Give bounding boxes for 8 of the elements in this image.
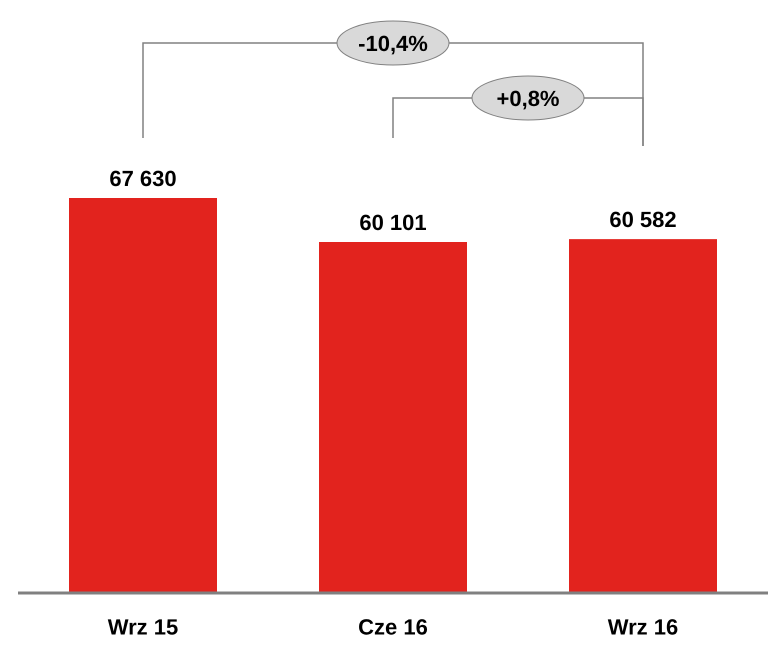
x-tick-label: Wrz 16: [608, 614, 678, 640]
data-label: 60 101: [359, 210, 427, 235]
x-tick-label: Cze 16: [358, 614, 428, 640]
data-label: 60 582: [609, 207, 677, 232]
data-label: 67 630: [109, 166, 177, 191]
text: +0,8%: [496, 86, 560, 111]
x-tick-label: Wrz 15: [108, 614, 178, 640]
text: -10,4%: [358, 31, 428, 56]
